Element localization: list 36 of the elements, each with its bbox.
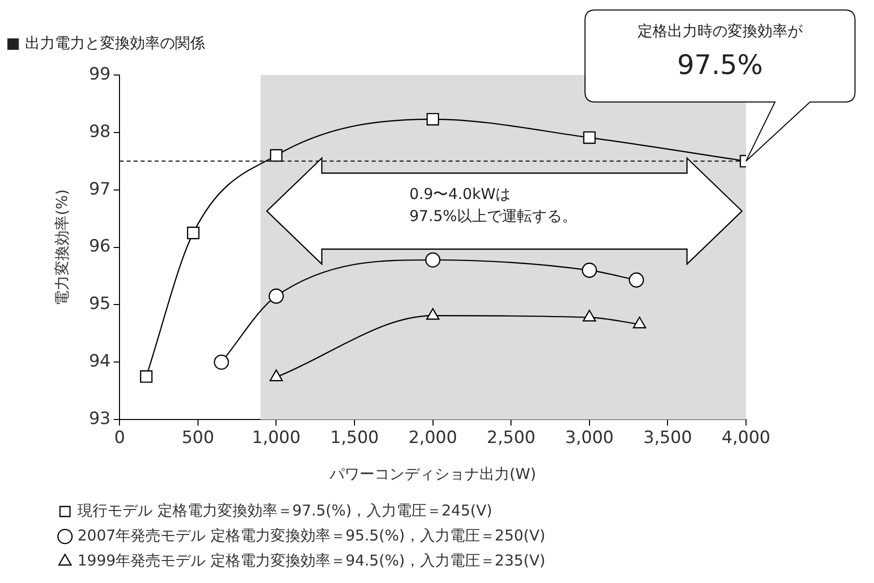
y-tick-label: 96 [88, 236, 111, 257]
y-tick-label: 99 [88, 64, 111, 84]
point [426, 308, 440, 320]
point [628, 272, 644, 288]
y-tick-label: 98 [88, 122, 111, 142]
legend-label: 1999年発売モデル 定格電力変換効率＝94.5(%)，入力電圧＝235(V) [78, 551, 546, 570]
point [582, 310, 596, 322]
x-tick-label: 1,500 [330, 428, 379, 448]
point [425, 252, 440, 268]
point [268, 288, 284, 304]
annotation: 0.9〜4.0kWは 97.5%以上で運転する。 [409, 184, 578, 228]
annotation: 定格出力時の変換効率が 97.5% [636, 22, 804, 81]
point [270, 149, 282, 162]
y-tick-label: 97 [88, 179, 111, 200]
point [426, 112, 440, 126]
y-tick-label: 94 [88, 352, 111, 372]
x-tick-label: 2,000 [408, 428, 458, 448]
point [270, 370, 283, 382]
x-tick-label: 3,500 [643, 428, 692, 448]
point [583, 131, 596, 144]
x-axis-title: パワーコンディショナ出力(W) [328, 464, 536, 483]
point [632, 316, 646, 328]
x-tick-label: 2,500 [486, 428, 536, 448]
legend-label: 現行モデル 定格電力変換効率＝97.5(%)，入力電圧＝245(V) [78, 501, 492, 520]
chart-title: ■ 出力電力と変換効率の関係 [6, 34, 205, 53]
x-tick-label: 500 [182, 428, 214, 448]
x-tick-label: 3,000 [565, 428, 614, 448]
x-tick-label: 0 [114, 428, 126, 448]
y-tick-label: 95 [88, 294, 111, 314]
y-tick-label: 93 [88, 409, 111, 430]
x-tick-label: 1,000 [252, 428, 301, 448]
y-axis-title: 電力変換効率(%) [52, 189, 71, 306]
point [582, 262, 598, 278]
legend-label: 2007年発売モデル 定格電力変換効率＝95.5(%)，入力電圧＝250(V) [78, 526, 546, 544]
x-tick-label: 4,000 [722, 428, 770, 448]
point [186, 226, 200, 240]
